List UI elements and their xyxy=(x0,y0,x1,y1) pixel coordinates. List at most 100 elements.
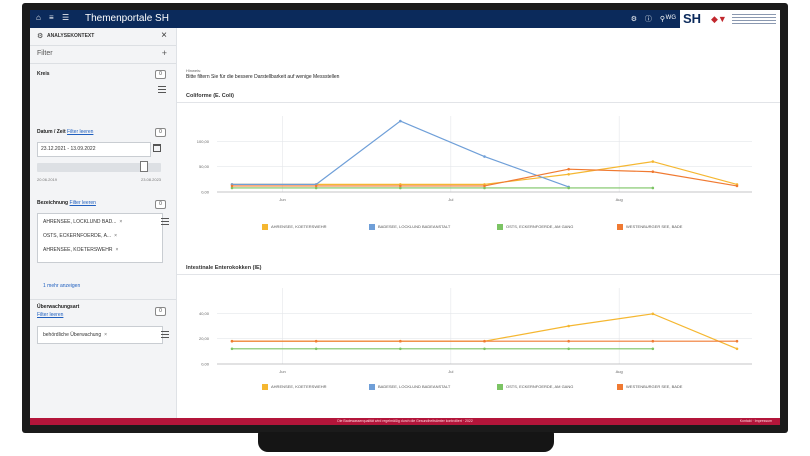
legend-label: OSTS, ECKERNFOERDE, AM GANG xyxy=(506,224,574,230)
sidebar-divider xyxy=(30,299,176,300)
legend-label: BADESEE, LOCKLUND BADEANSTALT xyxy=(378,224,451,230)
x-tick-label: Jul xyxy=(448,197,453,202)
bezeichnung-label-text: Bezeichnung xyxy=(37,200,69,206)
legend-label: OSTS, ECKERNFOERDE, AM GANG xyxy=(506,384,574,390)
x-tick-label: Aug xyxy=(616,369,623,374)
legend-label: AHRENSEE, KOETERSWEHR xyxy=(271,384,327,390)
bezeichnung-clear-link[interactable]: Filter leeren xyxy=(69,200,96,206)
datum-badge: 0 xyxy=(155,128,166,137)
legend-item[interactable]: OSTS, ECKERNFOERDE, AM GANG xyxy=(497,224,573,230)
sidebar: ⚙ ANALYSEKONTEXT × Filter + Kreis 0 Datu… xyxy=(30,28,177,418)
chip-3[interactable]: AHRENSEE, KOETERSWEHR × xyxy=(43,247,119,253)
x-tick-label: Jul xyxy=(448,369,453,374)
date-slider[interactable] xyxy=(37,161,161,172)
app-title: Themenportale SH xyxy=(85,13,169,24)
legend-item[interactable]: OSTS, ECKERNFOERDE, AM GANG xyxy=(497,384,573,390)
footer-links[interactable]: Kontakt · Impressum xyxy=(739,419,772,423)
add-filter-icon[interactable]: + xyxy=(161,48,167,58)
data-point xyxy=(399,339,402,343)
data-point xyxy=(567,324,570,328)
chip-remove-icon: × xyxy=(119,219,123,225)
nav-icons[interactable]: ⌂ ≡ ☰ xyxy=(36,13,73,22)
ueberwachung-select[interactable]: behördliche Überwachung × xyxy=(37,326,163,344)
legend-chart1: AHRENSEE, KOETERSWEHR BADESEE, LOCKLUND B… xyxy=(177,224,780,232)
data-point xyxy=(314,186,318,190)
data-point xyxy=(230,186,234,190)
footer-bar: Die Badewasserqualität wird regelmäßig d… xyxy=(30,418,780,425)
legend-item[interactable]: WESTENBURGER SEE, BADE xyxy=(617,384,682,390)
chip-ueberwachung[interactable]: behördliche Überwachung × xyxy=(43,332,108,338)
slider-handle[interactable] xyxy=(140,161,148,172)
legend-item[interactable]: BADESEE, LOCKLUND BADEANSTALT xyxy=(369,384,450,390)
data-point xyxy=(399,119,402,123)
legend-swatch xyxy=(262,384,268,390)
data-point xyxy=(483,155,486,158)
data-point xyxy=(483,347,486,351)
y-tick-label: 20,00 xyxy=(199,336,210,341)
data-point xyxy=(735,184,739,188)
sidebar-title: ANALYSEKONTEXT xyxy=(47,33,95,39)
kreis-label: Kreis xyxy=(37,71,50,77)
datum-label-text: Datum / Zeit xyxy=(37,129,66,135)
data-point xyxy=(483,184,486,188)
ueberwachung-label: Überwachungsart xyxy=(37,304,80,310)
legend-swatch xyxy=(369,224,375,230)
user-initials[interactable]: WG xyxy=(665,15,676,21)
data-point xyxy=(230,347,234,351)
filter-bar: Filter + xyxy=(30,46,176,64)
logo-lines xyxy=(732,14,776,24)
chip-remove-icon: × xyxy=(104,332,108,338)
date-range-input[interactable]: 23.12.2021 - 13.09.2022 xyxy=(37,142,151,157)
legend-item[interactable]: WESTENBURGER SEE, BADE xyxy=(617,224,682,230)
data-point xyxy=(651,160,655,163)
data-point xyxy=(399,347,402,351)
data-point xyxy=(483,186,486,190)
chart2-title: Intestinale Enterokokken (IE) xyxy=(186,265,262,271)
data-point xyxy=(735,347,739,351)
ueberwachung-menu-icon[interactable] xyxy=(161,331,169,338)
data-point xyxy=(651,186,655,190)
legend-swatch xyxy=(617,224,623,230)
legend-swatch xyxy=(617,384,623,390)
data-point xyxy=(230,339,234,343)
kreis-menu-icon[interactable] xyxy=(158,86,166,93)
chip-2[interactable]: OSTS, ECKERNFOERDE, A... × xyxy=(43,233,117,239)
legend-item[interactable]: BADESEE, LOCKLUND BADEANSTALT xyxy=(369,224,450,230)
series-line xyxy=(232,313,738,350)
legend-label: BADESEE, LOCKLUND BADEANSTALT xyxy=(378,384,451,390)
chart-coliforme: 0,00 50,00 100,00 Jun Jul Aug xyxy=(177,104,780,204)
chart1-rule xyxy=(177,102,780,103)
show-more-link[interactable]: 1 mehr anzeigen xyxy=(43,283,81,289)
bezeichnung-select[interactable]: AHRENSEE, LOCKLUND BAD... × OSTS, ECKERNF… xyxy=(37,213,163,263)
bezeichnung-menu-icon[interactable] xyxy=(161,218,169,225)
data-point xyxy=(483,339,486,343)
ueberwachung-badge: 0 xyxy=(155,307,166,316)
data-point xyxy=(651,347,655,351)
x-tick-label: Jun xyxy=(279,197,285,202)
date-range-value: 23.12.2021 - 13.09.2022 xyxy=(41,146,96,152)
close-icon[interactable]: × xyxy=(161,30,167,41)
chart1-title: Coliforme (E. Coli) xyxy=(186,93,234,99)
slider-max: 23.08.2023 xyxy=(141,177,162,182)
chart-svg-1: 0,00 50,00 100,00 Jun Jul Aug xyxy=(197,116,752,202)
legend-label: AHRENSEE, KOETERSWEHR xyxy=(271,224,327,230)
y-tick-label: 50,00 xyxy=(199,164,210,169)
legend-item[interactable]: AHRENSEE, KOETERSWEHR xyxy=(262,384,327,390)
chip-1[interactable]: AHRENSEE, LOCKLUND BAD... × xyxy=(43,219,123,225)
y-tick-label: 100,00 xyxy=(197,139,210,144)
chart-svg-2: 0,00 20,00 40,00 Jun Jul Aug xyxy=(199,288,752,374)
filter-label: Filter xyxy=(37,50,53,57)
gear-icon: ⚙ xyxy=(37,33,44,40)
monitor-stand xyxy=(258,432,554,452)
y-tick-label: 0,00 xyxy=(201,362,210,367)
header-icons[interactable]: ⚙ ⓘ ⚲ xyxy=(630,16,668,23)
x-tick-label: Jun xyxy=(279,369,285,374)
datum-clear-link[interactable]: Filter leeren xyxy=(67,129,94,135)
data-point xyxy=(314,184,318,188)
ueberwachung-clear-link[interactable]: Filter leeren xyxy=(37,312,64,318)
kreis-badge: 0 xyxy=(155,70,166,79)
crest-icon: ◆▼ xyxy=(711,14,727,24)
data-point xyxy=(314,347,318,351)
legend-item[interactable]: AHRENSEE, KOETERSWEHR xyxy=(262,224,327,230)
calendar-icon[interactable] xyxy=(153,144,161,152)
